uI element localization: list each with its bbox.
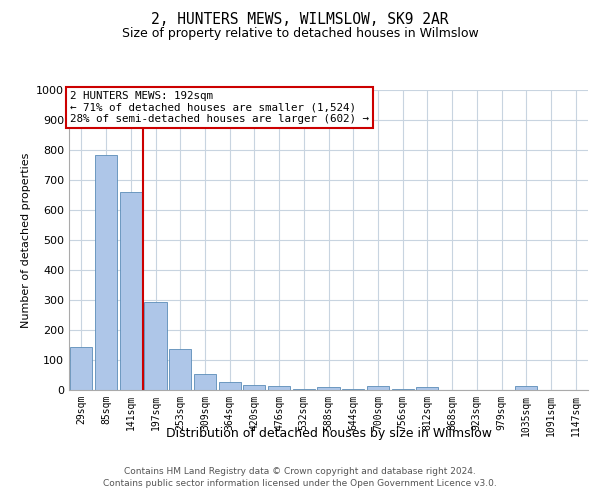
Bar [169,349,191,390]
Bar [268,386,290,390]
Text: Size of property relative to detached houses in Wilmslow: Size of property relative to detached ho… [122,28,478,40]
Bar [342,388,364,390]
Bar [416,387,439,390]
Bar [218,382,241,390]
Bar [95,155,117,390]
Text: 2, HUNTERS MEWS, WILMSLOW, SK9 2AR: 2, HUNTERS MEWS, WILMSLOW, SK9 2AR [151,12,449,28]
Bar [317,387,340,390]
Bar [293,388,315,390]
Text: Distribution of detached houses by size in Wilmslow: Distribution of detached houses by size … [166,428,492,440]
Bar [392,388,414,390]
Text: Contains HM Land Registry data © Crown copyright and database right 2024.: Contains HM Land Registry data © Crown c… [124,467,476,476]
Bar [367,386,389,390]
Bar [515,386,538,390]
Bar [119,192,142,390]
Bar [243,384,265,390]
Bar [194,374,216,390]
Bar [145,302,167,390]
Text: 2 HUNTERS MEWS: 192sqm
← 71% of detached houses are smaller (1,524)
28% of semi-: 2 HUNTERS MEWS: 192sqm ← 71% of detached… [70,90,369,124]
Text: Contains public sector information licensed under the Open Government Licence v3: Contains public sector information licen… [103,478,497,488]
Y-axis label: Number of detached properties: Number of detached properties [20,152,31,328]
Bar [70,347,92,390]
